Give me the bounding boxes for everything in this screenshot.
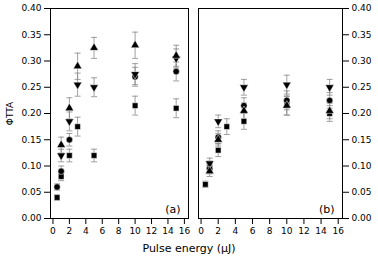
- svg-text:0.15: 0.15: [21, 135, 41, 145]
- svg-text:0.25: 0.25: [21, 82, 41, 92]
- svg-text:2: 2: [67, 226, 73, 236]
- svg-text:0.35: 0.35: [21, 30, 41, 40]
- svg-text:0.40: 0.40: [352, 3, 372, 13]
- svg-text:0.35: 0.35: [352, 30, 372, 40]
- svg-text:(b): (b): [319, 203, 335, 216]
- svg-text:(a): (a): [165, 203, 180, 216]
- svg-text:0.10: 0.10: [352, 161, 372, 171]
- html-text:Pulse energy (μJ): Pulse energy (μJ): [142, 242, 236, 255]
- svg-text:16: 16: [332, 226, 344, 236]
- svg-text:0.00: 0.00: [21, 213, 41, 223]
- svg-text:8: 8: [116, 226, 122, 236]
- svg-text:0.10: 0.10: [21, 161, 41, 171]
- svg-text:0.30: 0.30: [21, 56, 41, 66]
- svg-text:0.05: 0.05: [352, 187, 372, 197]
- svg-text:12: 12: [146, 226, 157, 236]
- svg-text:0.00: 0.00: [352, 213, 372, 223]
- svg-text:16: 16: [179, 226, 191, 236]
- svg-text:0.30: 0.30: [352, 56, 372, 66]
- svg-text:0.15: 0.15: [352, 135, 372, 145]
- svg-text:14: 14: [315, 226, 327, 236]
- svg-text:0: 0: [198, 226, 204, 236]
- svg-text:ΦTTA: ΦTTA: [5, 101, 15, 125]
- svg-text:10: 10: [281, 226, 293, 236]
- svg-text:12: 12: [298, 226, 309, 236]
- svg-text:6: 6: [250, 226, 256, 236]
- svg-text:6: 6: [99, 226, 105, 236]
- svg-text:0.20: 0.20: [21, 108, 41, 118]
- svg-text:0.20: 0.20: [352, 108, 372, 118]
- svg-text:10: 10: [129, 226, 141, 236]
- svg-text:0: 0: [50, 226, 56, 236]
- svg-text:2: 2: [215, 226, 221, 236]
- svg-text:14: 14: [162, 226, 174, 236]
- svg-text:0.05: 0.05: [21, 187, 41, 197]
- svg-text:0.40: 0.40: [21, 3, 41, 13]
- svg-text:8: 8: [267, 226, 273, 236]
- svg-text:4: 4: [83, 226, 89, 236]
- svg-text:0.25: 0.25: [352, 82, 372, 92]
- svg-text:4: 4: [232, 226, 238, 236]
